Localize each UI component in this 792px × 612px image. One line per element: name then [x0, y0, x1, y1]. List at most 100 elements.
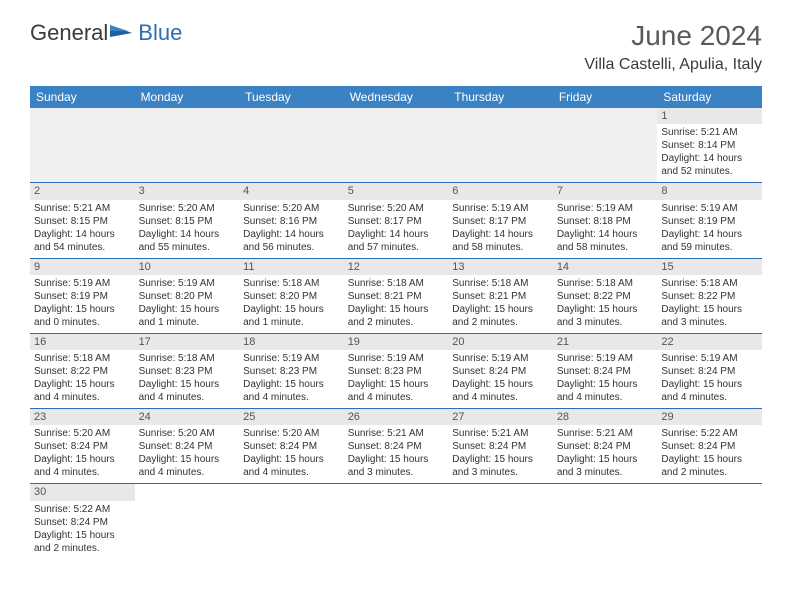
sunrise-text: Sunrise: 5:20 AM [139, 427, 236, 440]
calendar-cell: 2Sunrise: 5:21 AMSunset: 8:15 PMDaylight… [30, 183, 135, 258]
calendar-cell [448, 484, 553, 559]
calendar-cell: 21Sunrise: 5:19 AMSunset: 8:24 PMDayligh… [553, 333, 658, 408]
sunrise-text: Sunrise: 5:18 AM [557, 277, 654, 290]
sunset-text: Sunset: 8:15 PM [34, 215, 131, 228]
day-number: 22 [657, 334, 762, 350]
calendar-cell: 15Sunrise: 5:18 AMSunset: 8:22 PMDayligh… [657, 258, 762, 333]
daylight-text: Daylight: 15 hours and 0 minutes. [34, 303, 131, 329]
day-number: 14 [553, 259, 658, 275]
sunset-text: Sunset: 8:16 PM [243, 215, 340, 228]
daylight-text: Daylight: 14 hours and 52 minutes. [661, 152, 758, 178]
daylight-text: Daylight: 15 hours and 1 minute. [139, 303, 236, 329]
day-header: Wednesday [344, 86, 449, 108]
sunset-text: Sunset: 8:22 PM [661, 290, 758, 303]
calendar-cell [135, 108, 240, 183]
sunset-text: Sunset: 8:21 PM [452, 290, 549, 303]
calendar-cell: 5Sunrise: 5:20 AMSunset: 8:17 PMDaylight… [344, 183, 449, 258]
sunset-text: Sunset: 8:23 PM [139, 365, 236, 378]
calendar-cell: 9Sunrise: 5:19 AMSunset: 8:19 PMDaylight… [30, 258, 135, 333]
calendar-cell [135, 484, 240, 559]
daylight-text: Daylight: 15 hours and 3 minutes. [557, 303, 654, 329]
calendar-cell: 7Sunrise: 5:19 AMSunset: 8:18 PMDaylight… [553, 183, 658, 258]
calendar-cell [239, 108, 344, 183]
calendar-table: Sunday Monday Tuesday Wednesday Thursday… [30, 86, 762, 559]
day-header: Monday [135, 86, 240, 108]
day-header: Tuesday [239, 86, 344, 108]
sunset-text: Sunset: 8:19 PM [34, 290, 131, 303]
sunset-text: Sunset: 8:24 PM [34, 440, 131, 453]
day-header: Sunday [30, 86, 135, 108]
daylight-text: Daylight: 15 hours and 4 minutes. [348, 378, 445, 404]
calendar-cell: 11Sunrise: 5:18 AMSunset: 8:20 PMDayligh… [239, 258, 344, 333]
calendar-cell: 12Sunrise: 5:18 AMSunset: 8:21 PMDayligh… [344, 258, 449, 333]
calendar-cell: 4Sunrise: 5:20 AMSunset: 8:16 PMDaylight… [239, 183, 344, 258]
sunrise-text: Sunrise: 5:19 AM [557, 352, 654, 365]
sunrise-text: Sunrise: 5:19 AM [557, 202, 654, 215]
sunset-text: Sunset: 8:24 PM [557, 440, 654, 453]
day-number: 19 [344, 334, 449, 350]
calendar-week-row: 16Sunrise: 5:18 AMSunset: 8:22 PMDayligh… [30, 333, 762, 408]
day-number: 29 [657, 409, 762, 425]
daylight-text: Daylight: 14 hours and 58 minutes. [557, 228, 654, 254]
daylight-text: Daylight: 15 hours and 4 minutes. [34, 378, 131, 404]
daylight-text: Daylight: 15 hours and 3 minutes. [348, 453, 445, 479]
day-number: 30 [30, 484, 135, 500]
calendar-cell: 16Sunrise: 5:18 AMSunset: 8:22 PMDayligh… [30, 333, 135, 408]
calendar-cell: 17Sunrise: 5:18 AMSunset: 8:23 PMDayligh… [135, 333, 240, 408]
sunset-text: Sunset: 8:24 PM [661, 365, 758, 378]
daylight-text: Daylight: 15 hours and 4 minutes. [452, 378, 549, 404]
sunrise-text: Sunrise: 5:19 AM [348, 352, 445, 365]
sunset-text: Sunset: 8:21 PM [348, 290, 445, 303]
logo-text-general: General [30, 20, 108, 46]
sunrise-text: Sunrise: 5:18 AM [452, 277, 549, 290]
sunrise-text: Sunrise: 5:19 AM [452, 202, 549, 215]
day-number: 21 [553, 334, 658, 350]
day-number: 24 [135, 409, 240, 425]
day-number: 16 [30, 334, 135, 350]
calendar-cell: 3Sunrise: 5:20 AMSunset: 8:15 PMDaylight… [135, 183, 240, 258]
sunset-text: Sunset: 8:23 PM [243, 365, 340, 378]
sunset-text: Sunset: 8:24 PM [452, 365, 549, 378]
sunset-text: Sunset: 8:24 PM [557, 365, 654, 378]
calendar-cell [657, 484, 762, 559]
calendar-cell: 8Sunrise: 5:19 AMSunset: 8:19 PMDaylight… [657, 183, 762, 258]
day-number: 3 [135, 183, 240, 199]
sunrise-text: Sunrise: 5:18 AM [348, 277, 445, 290]
calendar-week-row: 9Sunrise: 5:19 AMSunset: 8:19 PMDaylight… [30, 258, 762, 333]
calendar-cell: 13Sunrise: 5:18 AMSunset: 8:21 PMDayligh… [448, 258, 553, 333]
day-number: 26 [344, 409, 449, 425]
calendar-cell [344, 108, 449, 183]
daylight-text: Daylight: 15 hours and 3 minutes. [557, 453, 654, 479]
sunrise-text: Sunrise: 5:19 AM [34, 277, 131, 290]
sunrise-text: Sunrise: 5:22 AM [34, 503, 131, 516]
day-number: 23 [30, 409, 135, 425]
daylight-text: Daylight: 15 hours and 2 minutes. [452, 303, 549, 329]
day-header: Thursday [448, 86, 553, 108]
day-number: 20 [448, 334, 553, 350]
sunset-text: Sunset: 8:20 PM [139, 290, 236, 303]
sunrise-text: Sunrise: 5:20 AM [139, 202, 236, 215]
sunrise-text: Sunrise: 5:22 AM [661, 427, 758, 440]
daylight-text: Daylight: 14 hours and 58 minutes. [452, 228, 549, 254]
calendar-cell: 19Sunrise: 5:19 AMSunset: 8:23 PMDayligh… [344, 333, 449, 408]
sunrise-text: Sunrise: 5:19 AM [452, 352, 549, 365]
day-header: Saturday [657, 86, 762, 108]
day-number: 2 [30, 183, 135, 199]
sunrise-text: Sunrise: 5:18 AM [139, 352, 236, 365]
calendar-cell: 25Sunrise: 5:20 AMSunset: 8:24 PMDayligh… [239, 409, 344, 484]
day-number: 6 [448, 183, 553, 199]
daylight-text: Daylight: 15 hours and 2 minutes. [34, 529, 131, 555]
daylight-text: Daylight: 14 hours and 57 minutes. [348, 228, 445, 254]
calendar-cell [344, 484, 449, 559]
calendar-cell: 10Sunrise: 5:19 AMSunset: 8:20 PMDayligh… [135, 258, 240, 333]
sunset-text: Sunset: 8:24 PM [348, 440, 445, 453]
sunset-text: Sunset: 8:17 PM [348, 215, 445, 228]
day-number: 4 [239, 183, 344, 199]
calendar-cell: 1Sunrise: 5:21 AMSunset: 8:14 PMDaylight… [657, 108, 762, 183]
calendar-week-row: 23Sunrise: 5:20 AMSunset: 8:24 PMDayligh… [30, 409, 762, 484]
daylight-text: Daylight: 15 hours and 4 minutes. [243, 453, 340, 479]
day-number: 27 [448, 409, 553, 425]
calendar-cell: 23Sunrise: 5:20 AMSunset: 8:24 PMDayligh… [30, 409, 135, 484]
calendar-cell: 24Sunrise: 5:20 AMSunset: 8:24 PMDayligh… [135, 409, 240, 484]
day-number: 1 [657, 108, 762, 124]
